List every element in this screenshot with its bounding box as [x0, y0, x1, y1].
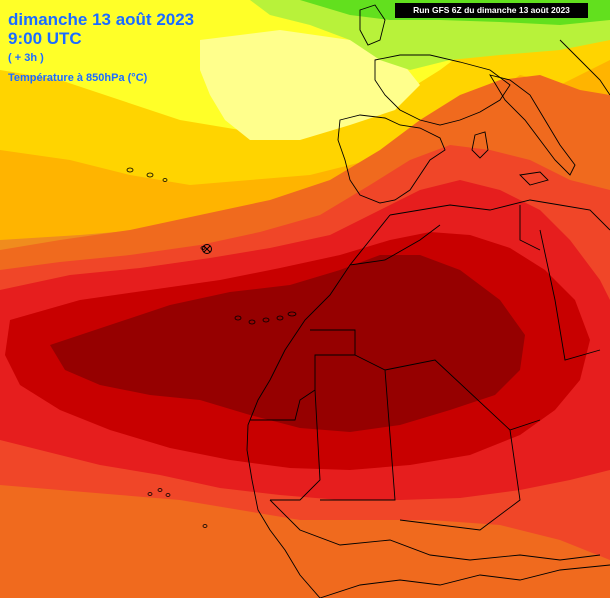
variable-label: Température à 850hPa (°C) — [8, 72, 148, 84]
border-mauritania — [270, 389, 321, 501]
coast-sardinia — [471, 131, 489, 159]
circled-x-marker-icon — [202, 244, 212, 254]
forecast-offset: ( + 3h ) — [8, 52, 44, 64]
forecast-date: dimanche 13 août 2023 — [8, 10, 195, 29]
border-libya — [539, 229, 601, 361]
band-pale-yellow — [200, 30, 420, 140]
border-mali — [320, 354, 396, 501]
band-maroon — [50, 255, 525, 432]
canary-islands — [234, 311, 297, 325]
coast-balkans — [559, 39, 610, 96]
border-sahel — [269, 499, 601, 561]
coast-sicily — [519, 171, 549, 186]
border-western-sahara — [250, 329, 356, 421]
coast-west-africa — [246, 214, 391, 598]
coast-france — [374, 54, 511, 126]
coast-italy — [489, 74, 576, 176]
coast-north-africa — [389, 199, 610, 231]
border-algeria — [384, 359, 541, 431]
map-header: dimanche 13 août 2023 9:00 UTC ( + 3h ) … — [8, 10, 194, 88]
border-tunisia — [519, 205, 541, 251]
run-label: Run GFS 6Z du dimanche 13 août 2023 — [395, 3, 588, 18]
forecast-time: 9:00 UTC — [8, 29, 82, 48]
coast-iberia — [337, 114, 446, 204]
coast-britain — [359, 4, 386, 46]
border-niger — [399, 429, 521, 531]
coast-gulf-guinea — [319, 564, 610, 598]
borders — [246, 4, 610, 598]
border-morocco — [349, 224, 441, 266]
cape-verde-islands — [147, 488, 208, 528]
